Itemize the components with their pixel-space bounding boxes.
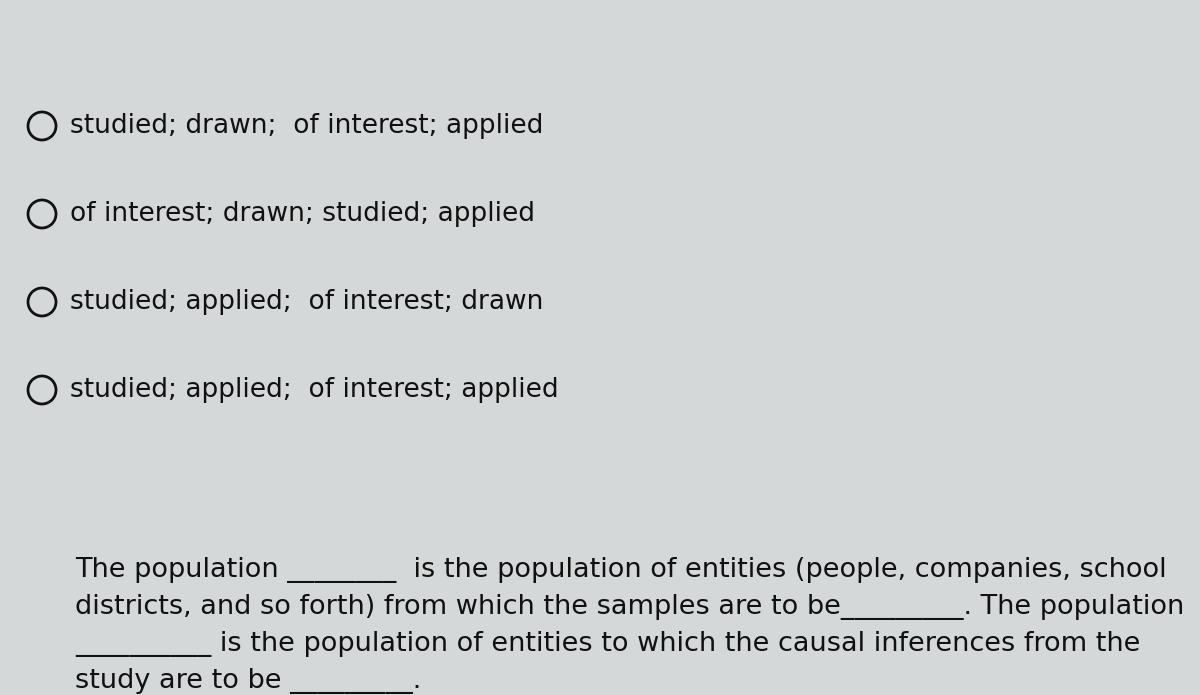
Text: studied; drawn;  of interest; applied: studied; drawn; of interest; applied	[70, 113, 544, 139]
Text: study are to be _________.: study are to be _________.	[74, 668, 421, 694]
Text: The population ________  is the population of entities (people, companies, schoo: The population ________ is the populatio…	[74, 557, 1166, 583]
Text: __________ is the population of entities to which the causal inferences from the: __________ is the population of entities…	[74, 631, 1140, 657]
Text: districts, and so forth) from which the samples are to be_________. The populati: districts, and so forth) from which the …	[74, 594, 1184, 620]
Text: of interest; drawn; studied; applied: of interest; drawn; studied; applied	[70, 201, 535, 227]
Text: studied; applied;  of interest; applied: studied; applied; of interest; applied	[70, 377, 559, 403]
Text: studied; applied;  of interest; drawn: studied; applied; of interest; drawn	[70, 289, 544, 315]
